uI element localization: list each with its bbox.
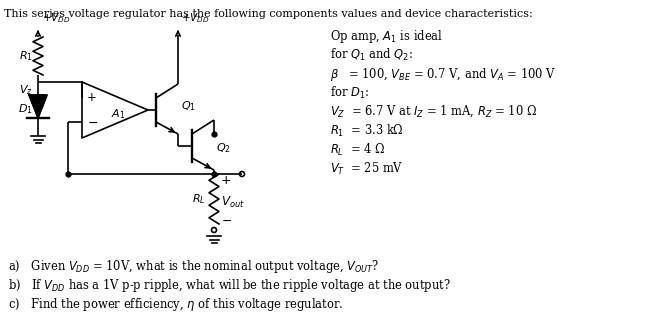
- Text: $R_L$: $R_L$: [193, 192, 206, 206]
- Text: $A_1$: $A_1$: [111, 107, 125, 121]
- Text: for $D_1$:: for $D_1$:: [330, 85, 370, 101]
- Text: This series voltage regulator has the following components values and device cha: This series voltage regulator has the fo…: [4, 9, 533, 19]
- Text: $V_z$: $V_z$: [19, 83, 33, 97]
- Text: $V_T$  = 25 mV: $V_T$ = 25 mV: [330, 161, 403, 177]
- Text: $V_Z$  = 6.7 V at $I_Z$ = 1 mA, $R_Z$ = 10 Ω: $V_Z$ = 6.7 V at $I_Z$ = 1 mA, $R_Z$ = 1…: [330, 104, 537, 120]
- Polygon shape: [29, 95, 47, 118]
- Text: +: +: [221, 174, 232, 187]
- Text: $R_1$: $R_1$: [19, 49, 33, 63]
- Text: +: +: [87, 91, 97, 104]
- Text: $Q_1$: $Q_1$: [181, 99, 196, 113]
- Text: $-$: $-$: [221, 214, 232, 227]
- Text: for $Q_1$ and $Q_2$:: for $Q_1$ and $Q_2$:: [330, 47, 413, 63]
- Text: Op amp, $A_1$ is ideal: Op amp, $A_1$ is ideal: [330, 28, 443, 45]
- Text: b) If $V_{DD}$ has a 1V p-p ripple, what will be the ripple voltage at the outpu: b) If $V_{DD}$ has a 1V p-p ripple, what…: [8, 277, 451, 294]
- Text: $R_L$  = 4 Ω: $R_L$ = 4 Ω: [330, 142, 385, 158]
- Text: $+V_{DD}$: $+V_{DD}$: [42, 11, 71, 25]
- Text: c) Find the power efficiency, $\eta$ of this voltage regulator.: c) Find the power efficiency, $\eta$ of …: [8, 296, 343, 313]
- Text: $D_1$: $D_1$: [18, 103, 33, 116]
- Text: a) Given $V_{DD}$ = 10V, what is the nominal output voltage, $V_{OUT}$?: a) Given $V_{DD}$ = 10V, what is the nom…: [8, 258, 380, 275]
- Text: $+V_{DD}$: $+V_{DD}$: [181, 11, 210, 25]
- Text: $Q_2$: $Q_2$: [216, 141, 231, 155]
- Text: $-$: $-$: [87, 116, 98, 129]
- Text: $R_1$  = 3.3 kΩ: $R_1$ = 3.3 kΩ: [330, 123, 404, 139]
- Text: $V_{out}$: $V_{out}$: [221, 194, 245, 210]
- Text: $\beta$   = 100, $V_{BE}$ = 0.7 V, and $V_A$ = 100 V: $\beta$ = 100, $V_{BE}$ = 0.7 V, and $V_…: [330, 66, 556, 83]
